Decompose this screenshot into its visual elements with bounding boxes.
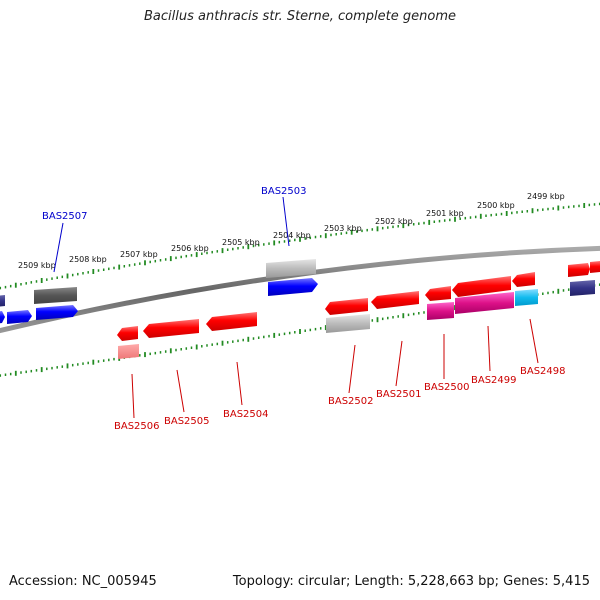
accession-text: Accession: NC_005945 — [9, 574, 157, 589]
kbp-label-2502: 2502 kbp — [375, 217, 413, 226]
gene-label-bas2499[interactable]: BAS2499 — [471, 375, 517, 386]
gene-arrow-bas2506[interactable] — [117, 326, 138, 341]
leader-lines — [53, 196, 539, 419]
gene-arrow-bas2507[interactable] — [36, 305, 78, 320]
gene-label-bas2502[interactable]: BAS2502 — [328, 396, 374, 407]
gene-label-bas2507[interactable]: BAS2507 — [42, 211, 88, 222]
gene-block-bas2502[interactable] — [326, 314, 370, 333]
gene-arrow[interactable] — [590, 261, 600, 273]
leader-line-bas2506 — [131, 373, 135, 419]
gene-label-bas2498[interactable]: BAS2498 — [520, 366, 566, 377]
reverse-features — [117, 272, 538, 359]
gene-label-bas2505[interactable]: BAS2505 — [164, 416, 210, 427]
genome-info-text: Topology: circular; Length: 5,228,663 bp… — [232, 574, 590, 589]
leader-line-bas2498 — [529, 318, 539, 364]
gene-arrow-bas2504[interactable] — [206, 312, 257, 331]
gene-label-bas2504[interactable]: BAS2504 — [223, 409, 269, 420]
gene-label-bas2503[interactable]: BAS2503 — [261, 186, 307, 197]
leader-line-bas2499 — [487, 325, 491, 372]
kbp-label-2509: 2509 kbp — [18, 261, 56, 270]
gene-arrow-bas2498[interactable] — [512, 272, 535, 287]
kbp-labels: 2509 kbp 2508 kbp 2507 kbp 2506 kbp 2505… — [18, 192, 565, 270]
leader-line-bas2502 — [348, 344, 356, 394]
gene-arrow-bas2499[interactable] — [452, 276, 511, 297]
gene-block-bas2503[interactable] — [266, 259, 316, 278]
kbp-label-2501: 2501 kbp — [426, 209, 464, 218]
kbp-label-2499: 2499 kbp — [527, 192, 565, 201]
gene-arrow-bas2505[interactable] — [143, 319, 199, 338]
gene-arrow-bas2502[interactable] — [325, 298, 368, 315]
map-title: Bacillus anthracis str. Sterne, complete… — [144, 9, 456, 24]
forward-features — [0, 259, 600, 324]
leader-line-bas2503 — [282, 196, 290, 247]
gene-arrow-bas2503[interactable] — [268, 278, 318, 296]
gene-block-bas2506[interactable] — [118, 344, 139, 359]
gene-arrow[interactable] — [0, 295, 5, 307]
gene-block-bas2507[interactable] — [34, 287, 77, 304]
kbp-label-2503: 2503 kbp — [324, 224, 362, 233]
gene-arrow[interactable] — [0, 311, 5, 324]
kbp-label-2508: 2508 kbp — [69, 255, 107, 264]
leader-line-bas2507 — [53, 222, 64, 273]
gene-block-bas2498[interactable] — [515, 289, 538, 306]
gene-label-bas2500[interactable]: BAS2500 — [424, 382, 470, 393]
gene-labels: BAS2507 BAS2503 BAS2506 BAS2505 BAS2504 … — [42, 186, 566, 432]
gene-arrow[interactable] — [7, 310, 32, 324]
gene-label-bas2501[interactable]: BAS2501 — [376, 389, 422, 400]
gene-block-bas2499[interactable] — [455, 292, 514, 314]
gene-block[interactable] — [570, 280, 595, 296]
gene-label-bas2506[interactable]: BAS2506 — [114, 421, 160, 432]
leader-line-bas2504 — [236, 361, 243, 406]
leader-line-bas2505 — [176, 369, 185, 413]
kbp-label-2500: 2500 kbp — [477, 201, 515, 210]
kbp-label-2506: 2506 kbp — [171, 244, 209, 253]
kbp-label-2504: 2504 kbp — [273, 231, 311, 240]
gene-arrow[interactable] — [568, 263, 590, 277]
gene-block-bas2500[interactable] — [427, 302, 454, 320]
gene-arrow-bas2501[interactable] — [371, 291, 419, 309]
kbp-label-2505: 2505 kbp — [222, 238, 260, 247]
gene-arrow-bas2500[interactable] — [425, 286, 451, 301]
leader-line-bas2501 — [395, 340, 403, 387]
kbp-label-2507: 2507 kbp — [120, 250, 158, 259]
